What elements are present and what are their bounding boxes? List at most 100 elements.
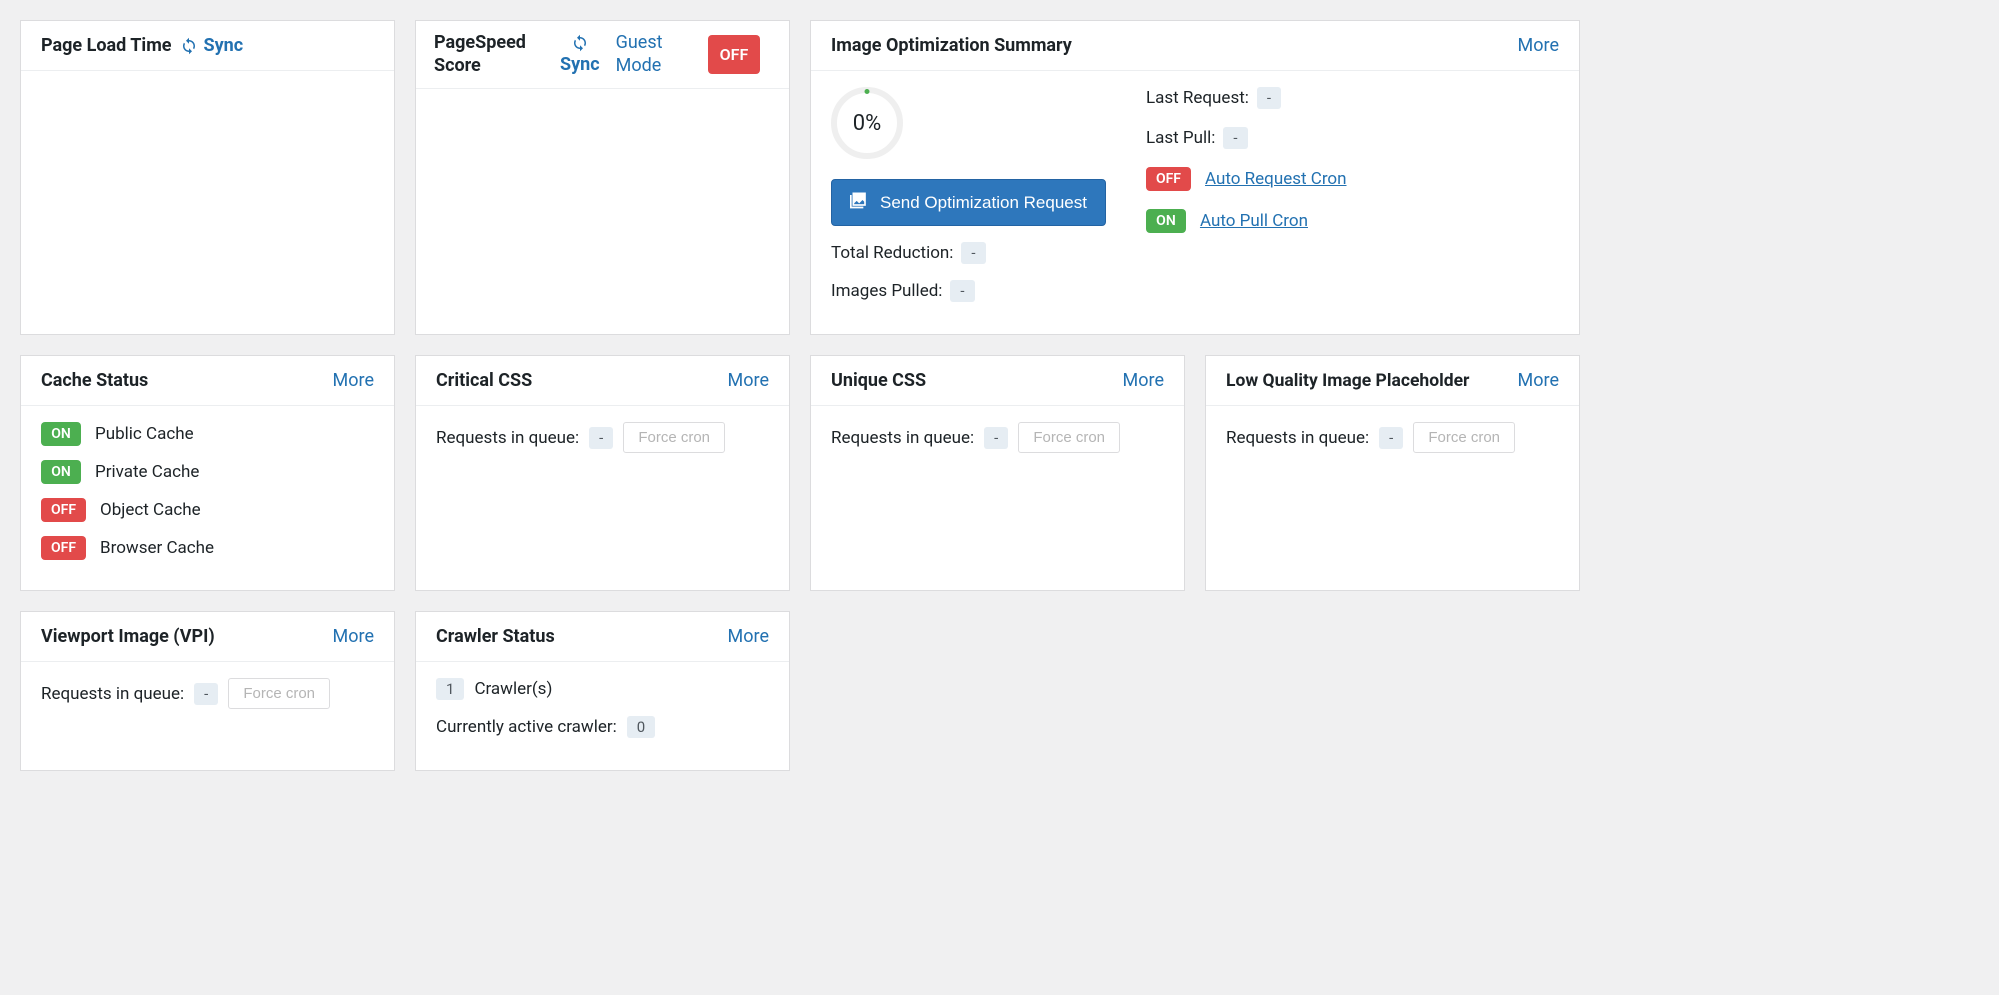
label: Requests in queue: [41, 684, 184, 704]
cache-item: OFF Object Cache [41, 498, 374, 522]
images-pulled-row: Images Pulled: - [831, 280, 1106, 302]
card-header: PageSpeed Score Sync Guest Mode OFF [416, 21, 789, 89]
more-link[interactable]: More [1518, 35, 1559, 56]
card-title: Page Load Time [41, 35, 172, 56]
value-badge: 0 [627, 716, 655, 738]
card-title: PageSpeed Score [434, 31, 544, 78]
card-body: Requests in queue: - Force cron [811, 406, 1184, 590]
value-badge: 1 [436, 678, 464, 700]
more-link[interactable]: More [1123, 370, 1164, 391]
title-text: Page Load Time [41, 35, 172, 56]
status-badge: ON [41, 460, 81, 484]
status-badge: OFF [41, 536, 86, 560]
more-link[interactable]: More [728, 626, 769, 647]
image-opt-right: Last Request: - Last Pull: - OFF Auto Re… [1146, 87, 1559, 251]
value-badge: - [984, 427, 1008, 449]
sync-link[interactable]: Sync [180, 35, 244, 56]
more-link[interactable]: More [1518, 370, 1559, 391]
value-badge: - [194, 683, 218, 705]
card-body [416, 89, 789, 334]
crawler-status-card: Crawler Status More 1 Crawler(s) Current… [415, 611, 790, 771]
label: Currently active crawler: [436, 717, 617, 737]
status-badge: ON [41, 422, 81, 446]
sync-link[interactable]: Sync [560, 34, 600, 75]
total-reduction-row: Total Reduction: - [831, 242, 1106, 264]
card-header: Crawler Status More [416, 612, 789, 662]
label: Requests in queue: [831, 428, 974, 448]
guest-mode-link[interactable]: Guest Mode [616, 31, 676, 78]
optimization-gauge: 0% [831, 87, 903, 159]
card-header: Unique CSS More [811, 356, 1184, 406]
card-body: 1 Crawler(s) Currently active crawler: 0 [416, 662, 789, 770]
force-cron-button[interactable]: Force cron [623, 422, 725, 453]
auto-request-cron-link[interactable]: Auto Request Cron [1205, 169, 1347, 189]
card-title: Low Quality Image Placeholder [1226, 371, 1469, 391]
value-badge: - [961, 242, 985, 264]
more-link[interactable]: More [333, 626, 374, 647]
card-header: Page Load Time Sync [21, 21, 394, 71]
page-load-time-card: Page Load Time Sync [20, 20, 395, 335]
card-body: 0% Send Optimization Request Total Reduc… [811, 71, 1579, 334]
status-badge: OFF [1146, 167, 1191, 191]
card-body: ON Public Cache ON Private Cache OFF Obj… [21, 406, 394, 590]
crawler-count-row: 1 Crawler(s) [436, 678, 769, 700]
queue-row: Requests in queue: - Force cron [436, 422, 769, 453]
queue-row: Requests in queue: - Force cron [41, 678, 374, 709]
image-opt-left: 0% Send Optimization Request Total Reduc… [831, 87, 1106, 318]
lqip-card: Low Quality Image Placeholder More Reque… [1205, 355, 1580, 591]
queue-row: Requests in queue: - Force cron [1226, 422, 1559, 453]
card-body: Requests in queue: - Force cron [416, 406, 789, 590]
more-link[interactable]: More [333, 370, 374, 391]
value-badge: - [1379, 427, 1403, 449]
last-request-row: Last Request: - [1146, 87, 1559, 109]
force-cron-button[interactable]: Force cron [1018, 422, 1120, 453]
card-title: Critical CSS [436, 370, 532, 391]
send-optimization-button[interactable]: Send Optimization Request [831, 179, 1106, 226]
image-optimization-card: Image Optimization Summary More 0% Send … [810, 20, 1580, 335]
active-crawler-row: Currently active crawler: 0 [436, 716, 769, 738]
sync-label: Sync [204, 35, 244, 56]
sync-icon [180, 37, 198, 55]
auto-request-cron-row: OFF Auto Request Cron [1146, 167, 1559, 191]
card-title: Crawler Status [436, 626, 555, 647]
card-title: Unique CSS [831, 370, 926, 391]
card-header: Image Optimization Summary More [811, 21, 1579, 71]
cache-item: ON Public Cache [41, 422, 374, 446]
cache-label: Private Cache [95, 462, 199, 482]
cache-label: Public Cache [95, 424, 194, 444]
images-icon [850, 190, 870, 215]
dashboard-grid: Page Load Time Sync PageSpeed Score Sync… [20, 20, 1580, 771]
cache-label: Object Cache [100, 500, 201, 520]
card-header: Low Quality Image Placeholder More [1206, 356, 1579, 406]
card-title: Cache Status [41, 370, 148, 391]
value-badge: - [1223, 127, 1247, 149]
label: Last Request: [1146, 88, 1249, 108]
cache-item: ON Private Cache [41, 460, 374, 484]
vpi-card: Viewport Image (VPI) More Requests in qu… [20, 611, 395, 771]
card-body: Requests in queue: - Force cron [1206, 406, 1579, 590]
force-cron-button[interactable]: Force cron [228, 678, 330, 709]
unique-css-card: Unique CSS More Requests in queue: - For… [810, 355, 1185, 591]
value-badge: - [950, 280, 974, 302]
label: Requests in queue: [1226, 428, 1369, 448]
sync-icon [571, 34, 589, 52]
status-badge: ON [1146, 209, 1186, 233]
force-cron-button[interactable]: Force cron [1413, 422, 1515, 453]
card-title: Image Optimization Summary [831, 35, 1072, 56]
more-link[interactable]: More [728, 370, 769, 391]
card-header: Viewport Image (VPI) More [21, 612, 394, 662]
label: Images Pulled: [831, 281, 942, 301]
sync-label: Sync [560, 54, 600, 75]
status-badge: OFF [708, 35, 761, 74]
value-badge: - [589, 427, 613, 449]
value-badge: - [1257, 87, 1281, 109]
auto-pull-cron-row: ON Auto Pull Cron [1146, 209, 1559, 233]
label: Last Pull: [1146, 128, 1215, 148]
critical-css-card: Critical CSS More Requests in queue: - F… [415, 355, 790, 591]
card-title: Viewport Image (VPI) [41, 626, 215, 647]
label: Crawler(s) [474, 679, 552, 699]
auto-pull-cron-link[interactable]: Auto Pull Cron [1200, 211, 1308, 231]
cache-item: OFF Browser Cache [41, 536, 374, 560]
pagespeed-score-card: PageSpeed Score Sync Guest Mode OFF [415, 20, 790, 335]
card-body [21, 71, 394, 334]
